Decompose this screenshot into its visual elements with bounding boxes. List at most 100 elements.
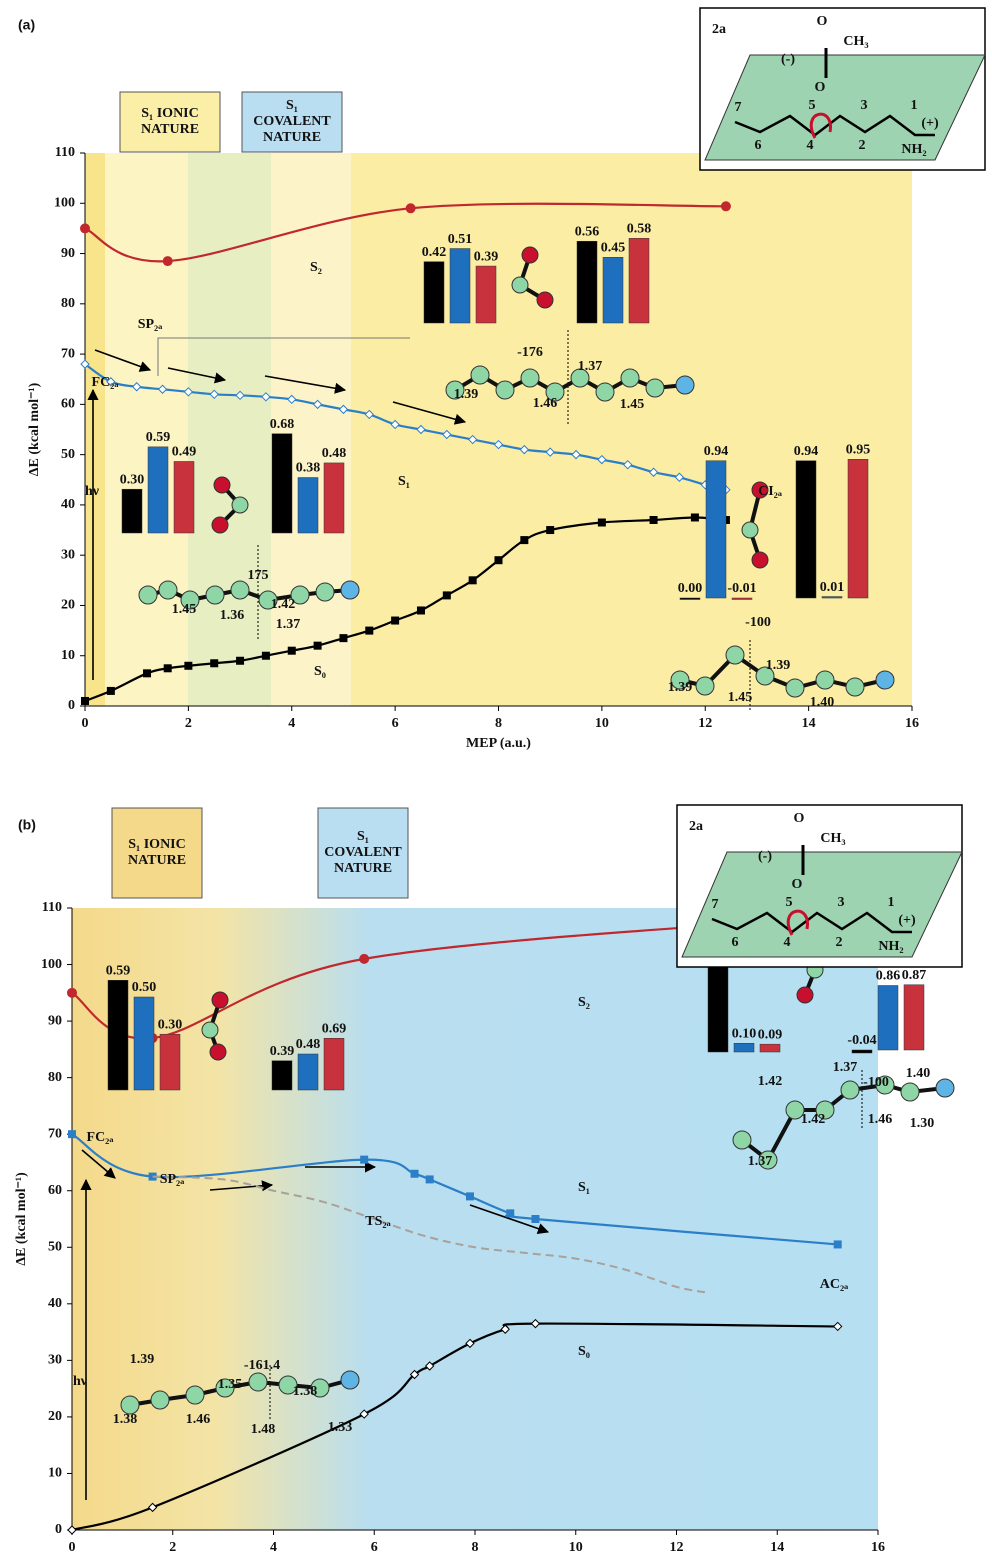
annotation: 1.33 bbox=[328, 1420, 353, 1435]
atom bbox=[214, 477, 230, 493]
atom bbox=[797, 987, 813, 1003]
inset-bar bbox=[734, 1043, 754, 1052]
inset-value-label: 0.01 bbox=[820, 580, 845, 595]
annotation: 1.42 bbox=[801, 1112, 826, 1127]
atom bbox=[537, 292, 553, 308]
x-tick-label: 4 bbox=[270, 1540, 277, 1555]
inset-bar bbox=[577, 241, 597, 323]
diagram-label: (+) bbox=[921, 116, 939, 131]
y-tick-label: 80 bbox=[48, 1070, 62, 1085]
inset-bar bbox=[424, 262, 444, 323]
region-label: S₁ bbox=[357, 829, 369, 844]
atom bbox=[621, 369, 639, 387]
y-tick-label: 50 bbox=[61, 447, 75, 462]
diagram-label: NH₂ bbox=[878, 939, 903, 954]
region-label: COVALENT bbox=[253, 114, 331, 129]
inset-bar bbox=[134, 997, 154, 1090]
x-tick-label: 14 bbox=[770, 1540, 784, 1555]
y-tick-label: 80 bbox=[61, 296, 75, 311]
inset-bar bbox=[878, 986, 898, 1051]
point bbox=[721, 201, 731, 211]
atom bbox=[249, 1373, 267, 1391]
inset-value-label: 0.58 bbox=[627, 222, 652, 237]
diagram-label: 6 bbox=[732, 935, 739, 950]
diagram-label: (-) bbox=[781, 52, 795, 67]
diagram-label: O bbox=[815, 80, 826, 95]
series-label: S₀ bbox=[578, 1344, 590, 1359]
atom bbox=[186, 1386, 204, 1404]
inset-bar bbox=[272, 434, 292, 533]
series-label: S₂ bbox=[310, 260, 322, 275]
point bbox=[495, 556, 503, 564]
x-tick-label: 14 bbox=[802, 716, 816, 731]
annotation: 1.37 bbox=[276, 617, 301, 632]
region-label: NATURE bbox=[141, 122, 199, 137]
annotation: hν bbox=[73, 1374, 88, 1389]
point bbox=[411, 1170, 419, 1178]
atom bbox=[512, 277, 528, 293]
annotation: TS₂ₐ bbox=[365, 1214, 390, 1229]
point bbox=[81, 697, 89, 705]
y-axis-label: ΔE (kcal mol⁻¹) bbox=[14, 1172, 29, 1266]
region-label: S₁ bbox=[286, 98, 298, 113]
diagram-label: CH₃ bbox=[820, 831, 845, 846]
y-tick-label: 0 bbox=[55, 1522, 62, 1537]
atom bbox=[522, 247, 538, 263]
annotation: -161.4 bbox=[244, 1358, 280, 1373]
y-tick-label: 0 bbox=[68, 698, 75, 713]
plane bbox=[705, 55, 985, 160]
point bbox=[262, 652, 270, 660]
y-tick-label: 50 bbox=[48, 1239, 62, 1254]
inset-bar bbox=[852, 1050, 872, 1053]
region-label: S₁ IONIC bbox=[141, 106, 199, 121]
atom bbox=[206, 586, 224, 604]
atom bbox=[341, 581, 359, 599]
annotation: -176 bbox=[517, 345, 543, 360]
atom bbox=[159, 581, 177, 599]
atom bbox=[876, 671, 894, 689]
annotation: 1.45 bbox=[728, 690, 753, 705]
diagram-label: 2 bbox=[836, 935, 843, 950]
point bbox=[531, 1215, 539, 1223]
diagram-label: 5 bbox=[809, 98, 816, 113]
point bbox=[68, 1130, 76, 1138]
point bbox=[466, 1192, 474, 1200]
y-axis-label: ΔE (kcal mol⁻¹) bbox=[27, 382, 42, 476]
panel-label: (a) bbox=[18, 17, 35, 33]
annotation: CI₂ₐ bbox=[758, 484, 782, 499]
inset-bar bbox=[298, 1054, 318, 1090]
y-tick-label: 90 bbox=[61, 246, 75, 261]
x-tick-label: 16 bbox=[905, 716, 919, 731]
inset-value-label: -0.01 bbox=[727, 581, 756, 596]
inset-bar bbox=[796, 461, 816, 598]
inset-bar bbox=[603, 257, 623, 323]
y-tick-label: 20 bbox=[61, 598, 75, 613]
inset-bar bbox=[148, 447, 168, 533]
inset-bar bbox=[160, 1034, 180, 1090]
annotation: 1.39 bbox=[668, 680, 693, 695]
annotation: -100 bbox=[863, 1075, 889, 1090]
diagram-label: 3 bbox=[861, 98, 868, 113]
point bbox=[443, 591, 451, 599]
point bbox=[80, 223, 90, 233]
x-tick-label: 16 bbox=[871, 1540, 885, 1555]
annotation: SP₂ₐ bbox=[160, 1172, 185, 1187]
x-tick-label: 2 bbox=[169, 1540, 176, 1555]
annotation: hν bbox=[85, 484, 100, 499]
point bbox=[67, 988, 77, 998]
inset-bar bbox=[108, 980, 128, 1090]
atom bbox=[846, 678, 864, 696]
series-label: S₁ bbox=[398, 474, 410, 489]
figure: (a)S₁ IONICNATURES₁COVALENTNATURE0102030… bbox=[0, 0, 992, 1560]
atom bbox=[496, 381, 514, 399]
inset-value-label: 0.09 bbox=[758, 1027, 783, 1042]
point bbox=[314, 642, 322, 650]
point bbox=[236, 657, 244, 665]
series-label: S₀ bbox=[314, 664, 326, 679]
atom bbox=[202, 1022, 218, 1038]
region-label: NATURE bbox=[334, 861, 392, 876]
x-tick-label: 8 bbox=[472, 1540, 479, 1555]
y-tick-label: 10 bbox=[61, 648, 75, 663]
inset-bar bbox=[848, 459, 868, 598]
structure-inset: 2aOCH₃(-)O7531642(+)NH₂ bbox=[700, 8, 985, 170]
